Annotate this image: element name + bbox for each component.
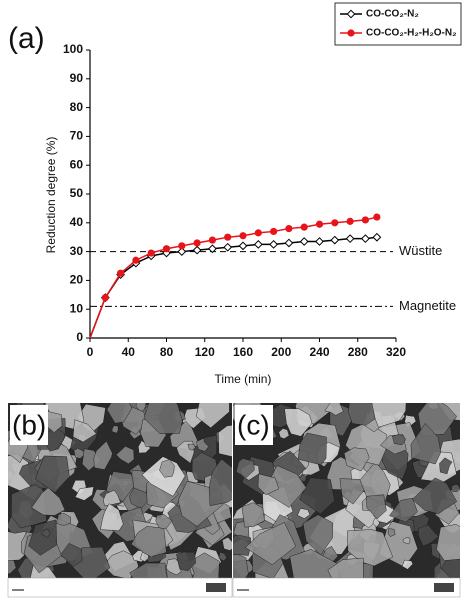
data-point	[270, 228, 277, 235]
data-point	[224, 234, 231, 241]
data-point	[194, 239, 201, 246]
data-point	[224, 244, 231, 251]
y-tick-label: 50	[70, 186, 84, 200]
data-point	[331, 236, 338, 243]
data-point	[316, 221, 323, 228]
reference-label: Magnetite	[399, 298, 456, 313]
series-line	[90, 217, 377, 338]
particle	[348, 395, 375, 426]
data-point	[239, 242, 246, 249]
data-point	[373, 234, 380, 241]
data-point	[270, 241, 277, 248]
y-tick-label: 30	[70, 244, 84, 258]
panel-label: (c)	[237, 409, 270, 440]
legend-label: CO-CO₂-H₂-H₂O-N₂	[366, 28, 457, 39]
legend-label: CO-CO₂-N₂	[366, 9, 419, 20]
x-axis-label: Time (min)	[215, 372, 272, 386]
data-point	[255, 229, 262, 236]
data-point	[285, 225, 292, 232]
y-tick-label: 70	[70, 129, 84, 143]
data-point	[102, 294, 109, 301]
particle	[437, 524, 465, 560]
y-tick-label: 0	[76, 330, 83, 344]
y-tick-label: 10	[70, 301, 84, 315]
data-point	[346, 235, 353, 242]
y-tick-label: 20	[70, 273, 84, 287]
data-point	[316, 238, 323, 245]
data-point	[362, 216, 369, 223]
data-point	[362, 235, 369, 242]
y-tick-label: 100	[63, 42, 83, 56]
y-tick-label: 90	[70, 71, 84, 85]
data-point	[331, 219, 338, 226]
y-axis-label: Reduction degree (%)	[44, 137, 58, 254]
data-point	[132, 257, 139, 264]
x-tick-label: 160	[233, 345, 253, 359]
data-point	[193, 246, 200, 253]
data-point	[209, 236, 216, 243]
info-bar	[8, 578, 232, 597]
info-bar	[233, 578, 460, 597]
data-point	[148, 249, 155, 256]
x-tick-label: 200	[271, 345, 291, 359]
x-tick-label: 240	[309, 345, 329, 359]
x-tick-label: 280	[348, 345, 368, 359]
panel-label: (a)	[8, 22, 45, 55]
y-tick-label: 40	[70, 215, 84, 229]
x-tick-label: 80	[160, 345, 174, 359]
y-tick-label: 80	[70, 100, 84, 114]
figure: (a) Time (min) Reduction degree (%) (b) (…	[0, 0, 465, 599]
x-tick-label: 40	[122, 345, 136, 359]
data-point	[285, 239, 292, 246]
data-point	[239, 232, 246, 239]
data-point	[117, 270, 124, 277]
reference-label: Wüstite	[399, 243, 442, 258]
series-line	[90, 237, 377, 338]
logo	[206, 583, 226, 592]
x-tick-label: 320	[386, 345, 406, 359]
particle	[222, 537, 235, 550]
x-tick-label: 120	[195, 345, 215, 359]
data-point	[178, 242, 185, 249]
data-point	[163, 245, 170, 252]
data-point	[255, 241, 262, 248]
legend-marker	[347, 29, 354, 36]
data-point	[347, 218, 354, 225]
data-point	[301, 224, 308, 231]
y-tick-label: 60	[70, 157, 84, 171]
panel-label: (b)	[12, 409, 46, 440]
data-point	[301, 238, 308, 245]
x-tick-label: 0	[87, 345, 94, 359]
data-point	[373, 213, 380, 220]
logo	[434, 583, 454, 592]
